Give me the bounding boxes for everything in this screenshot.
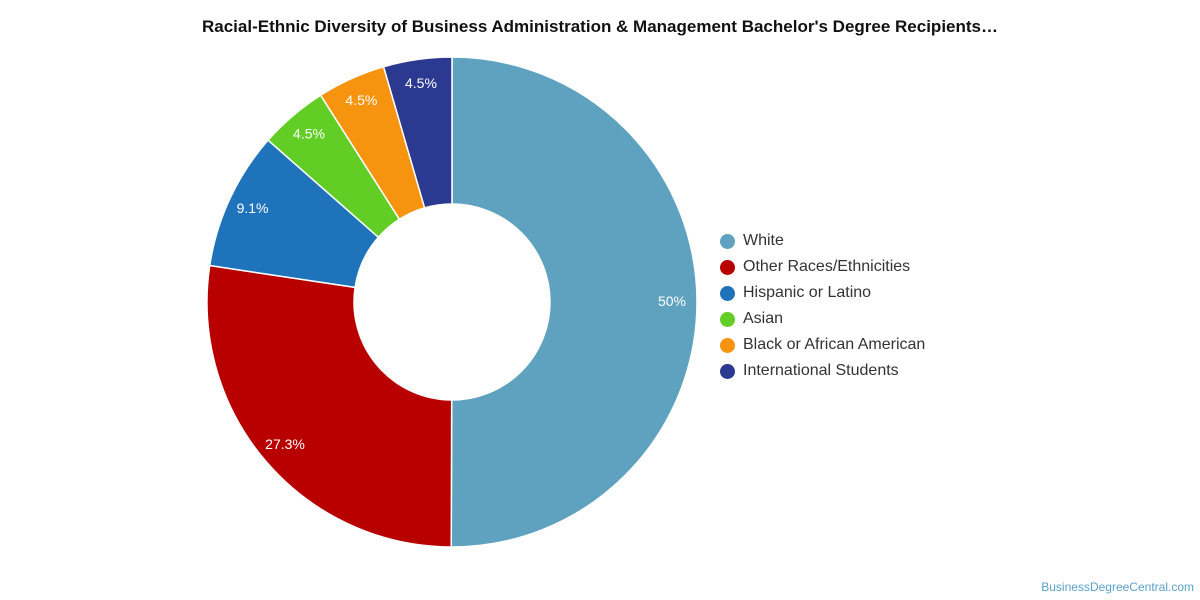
slice-label-5: 4.5% [405, 75, 437, 91]
legend-swatch-icon [720, 311, 735, 327]
legend-label: Hispanic or Latino [743, 284, 872, 301]
legend-label: International Students [743, 362, 899, 379]
donut-slice-0 [450, 56, 698, 548]
slice-label-1: 27.3% [265, 436, 305, 452]
slice-label-4: 4.5% [345, 92, 377, 108]
slice-label-3: 4.5% [293, 126, 325, 142]
legend-swatch-icon [720, 285, 735, 301]
legend-item: Asian [720, 306, 925, 332]
legend-swatch-icon [720, 337, 735, 353]
legend-item: White [720, 228, 925, 254]
legend-label: Other Races/Ethnicities [743, 258, 911, 275]
legend-swatch-icon [720, 233, 735, 249]
watermark-text: BusinessDegreeCentral.com [1041, 580, 1194, 594]
chart-title: Racial-Ethnic Diversity of Business Admi… [201, 17, 998, 36]
legend-swatch-icon [720, 259, 735, 275]
chart-legend: White Other Races/Ethnicities Hispanic or … [720, 228, 925, 384]
legend-item: Hispanic or Latino [720, 280, 925, 306]
slice-label-2: 9.1% [237, 200, 269, 216]
legend-item: Black or African American [720, 332, 925, 358]
legend-item: Other Races/Ethnicities [720, 254, 925, 280]
donut-slice-1 [206, 264, 453, 548]
legend-item: International Students [720, 358, 925, 384]
legend-label: Black or African American [743, 336, 926, 353]
slice-label-0: 50% [658, 293, 686, 309]
legend-label: White [743, 232, 784, 249]
legend-label: Asian [743, 310, 784, 327]
legend-swatch-icon [720, 363, 735, 379]
donut-slice-5 [382, 56, 453, 209]
